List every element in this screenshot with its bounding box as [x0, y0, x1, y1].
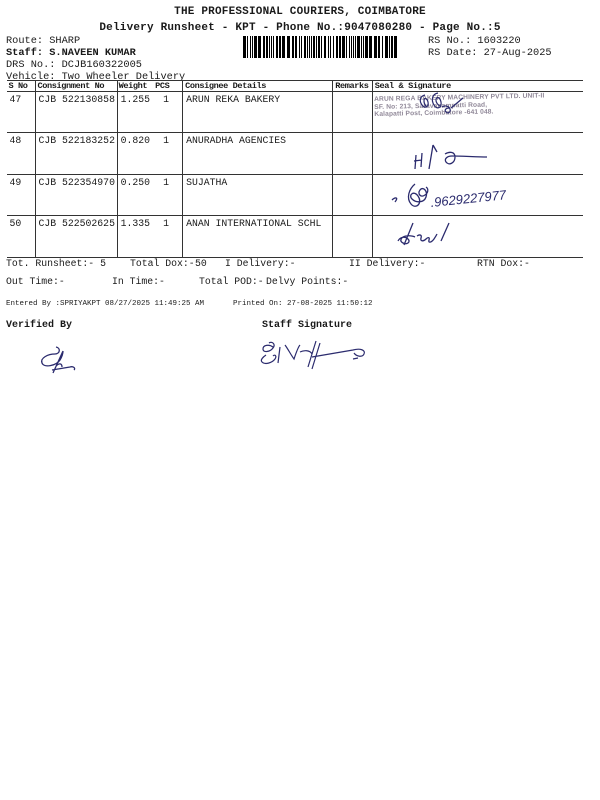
svg-text:.9629227977: .9629227977	[430, 187, 508, 210]
